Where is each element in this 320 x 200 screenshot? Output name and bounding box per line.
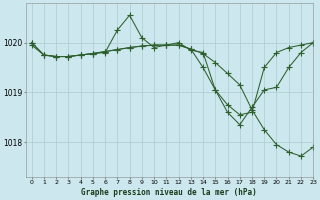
X-axis label: Graphe pression niveau de la mer (hPa): Graphe pression niveau de la mer (hPa) bbox=[82, 188, 257, 197]
